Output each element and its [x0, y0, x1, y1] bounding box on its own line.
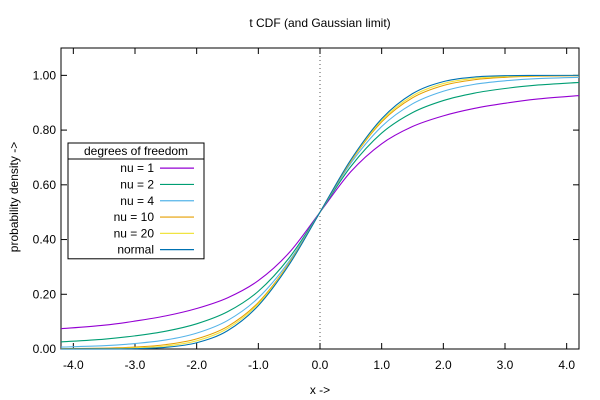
legend-entry-label: nu = 20 — [114, 226, 155, 240]
x-tick-label: -1.0 — [248, 358, 269, 372]
y-tick-label: 0.60 — [33, 178, 57, 192]
y-tick-label: 0.00 — [33, 342, 57, 356]
x-tick-label: 0.0 — [312, 358, 329, 372]
x-tick-label: -4.0 — [63, 358, 84, 372]
x-tick-label: 3.0 — [497, 358, 514, 372]
x-tick-label: -3.0 — [125, 358, 146, 372]
x-tick-label: 1.0 — [373, 358, 390, 372]
x-tick-label: 4.0 — [558, 358, 575, 372]
x-tick-label: -2.0 — [186, 358, 207, 372]
legend-entry-label: nu = 10 — [114, 210, 155, 224]
legend: degrees of freedom nu = 1 nu = 2 nu = 4 nu =… — [67, 142, 205, 260]
y-tick-label: 1.00 — [33, 68, 57, 82]
y-tick-label: 0.40 — [33, 233, 57, 247]
y-tick-label: 0.20 — [33, 287, 57, 301]
y-axis-label: probability density -> — [7, 142, 21, 252]
y-tick-label: 0.80 — [33, 123, 57, 137]
legend-entry-label: nu = 2 — [120, 177, 154, 191]
x-axis-label: x -> — [310, 383, 330, 397]
legend-entry-label: nu = 1 — [120, 161, 154, 175]
legend-title: degrees of freedom — [84, 144, 188, 158]
chart-title: t CDF (and Gaussian limit) — [249, 16, 390, 30]
ticks-layer: -4.0 -3.0 -2.0 -1.0 0.0 1.0 2.0 3.0 4.0 0.00 0.20 0… — [33, 48, 579, 372]
legend-entry-label: nu = 4 — [120, 194, 154, 208]
legend-entry-label: normal — [117, 243, 154, 257]
series-line-6 — [60, 74, 580, 350]
series-layer — [60, 74, 580, 350]
x-tick-label: 2.0 — [435, 358, 452, 372]
